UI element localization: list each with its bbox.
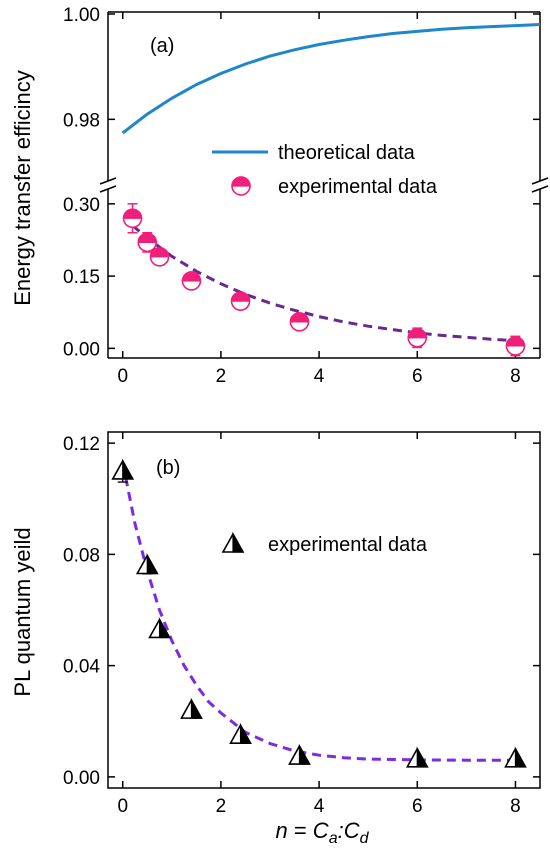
panel-a-x-tick-label: 0 — [117, 366, 128, 387]
panel-a-theoretical-line — [121, 23, 541, 135]
panel-a-legend-marker-swatch — [231, 176, 251, 196]
panel-a-data-point — [149, 247, 170, 267]
marker-fill — [122, 208, 143, 219]
panel-a: 0 2 4 6 8 0.98 1.00 0.00 0.15 0.30 Energy transfer… — [10, 5, 549, 387]
panel-b-data-point — [229, 722, 252, 744]
marker-fill — [232, 531, 245, 553]
panel-b-x-axis-title: n = Ca:Cd — [275, 818, 369, 847]
marker-fill — [137, 232, 157, 243]
panel-a-y-tick-label: 0.30 — [63, 195, 100, 216]
panel-b: 0 2 4 6 8 0.00 0.04 0.08 0.12 PL quantum yeild n =… — [10, 431, 541, 847]
marker-fill — [239, 722, 252, 744]
marker-fill — [298, 743, 311, 765]
panel-b-label: (b) — [156, 457, 180, 479]
panel-b-data-point — [180, 697, 203, 719]
marker-fill — [181, 271, 202, 282]
marker-fill — [231, 176, 251, 187]
panel-a-data-point — [122, 208, 143, 229]
panel-a-y-tick-label: 1.00 — [63, 5, 100, 26]
marker-fill — [122, 458, 134, 480]
x-title-ca-sub: a — [329, 830, 338, 847]
panel-b-y-tick-label: 0.12 — [63, 434, 100, 455]
panel-b-data-point — [405, 746, 429, 768]
panel-a-x-tick-label: 6 — [412, 366, 423, 387]
panel-a-y-tick-label: 0.98 — [63, 110, 100, 131]
x-title-cd-sub: d — [360, 830, 370, 847]
x-title-colon: : — [338, 818, 344, 843]
panel-a-y-tick-label: 0.15 — [63, 267, 100, 288]
panel-b-frame — [107, 431, 541, 789]
panel-a-break-mark-left-1 — [99, 185, 117, 193]
x-title-n: n — [275, 818, 287, 843]
panel-a-data-point — [289, 312, 310, 332]
panel-a-y-axis-title: Energy transfer efficincy — [10, 70, 35, 306]
panel-b-y-axis-title: PL quantum yeild — [10, 527, 35, 696]
panel-a-break-mark-right-0 — [531, 177, 549, 185]
panel-b-y-tick-label: 0.08 — [63, 545, 100, 566]
x-title-ca: C — [313, 818, 329, 843]
panel-b-x-tick-label: 0 — [117, 796, 128, 817]
panel-a-x-tick-label: 8 — [510, 366, 521, 387]
panel-a-x-tick-label: 4 — [314, 366, 325, 387]
panel-a-x-tick-label: 2 — [216, 366, 227, 387]
marker-fill — [146, 553, 159, 575]
panel-b-x-tick-label: 2 — [216, 796, 227, 817]
marker-fill — [407, 328, 427, 339]
panel-b-y-tick-label: 0.04 — [63, 657, 100, 678]
panel-a-label: (a) — [150, 35, 174, 57]
panel-b-data-point — [504, 746, 527, 768]
marker-fill — [289, 312, 310, 323]
marker-fill — [230, 291, 251, 302]
panel-a-data-point — [230, 291, 251, 311]
marker-fill — [416, 746, 429, 768]
panel-a-data-point — [181, 271, 202, 291]
panel-b-data-point — [288, 743, 311, 765]
panel-b-x-tick-label: 6 — [412, 796, 423, 817]
panel-b-x-tick-label: 8 — [510, 796, 521, 817]
x-title-eq: = — [288, 818, 313, 843]
panel-b-data-point — [111, 458, 135, 480]
panel-b-fit-line — [121, 462, 516, 762]
panel-b-y-tick-label: 0.00 — [63, 768, 100, 789]
marker-fill — [158, 617, 171, 639]
panel-a-legend-label-experimental: experimental data — [278, 176, 438, 198]
marker-fill — [505, 336, 526, 347]
panel-a-data-point — [407, 327, 428, 348]
panel-b-legend-label: experimental data — [268, 534, 428, 556]
marker-fill — [514, 746, 527, 768]
x-title-cd: C — [344, 818, 360, 843]
panel-a-y-tick-label: 0.00 — [63, 339, 100, 360]
panel-a-data-point — [505, 336, 526, 356]
panel-a-data-point — [137, 232, 158, 253]
marker-fill — [149, 247, 170, 258]
panel-b-data-point — [135, 553, 159, 575]
panel-a-legend-label-theoretical: theoretical data — [278, 142, 416, 164]
panel-b-x-tick-label: 4 — [314, 796, 325, 817]
panel-b-data-point — [148, 617, 171, 639]
panel-a-break-mark-right-1 — [531, 185, 549, 193]
panel-b-legend-marker-swatch — [221, 531, 245, 553]
panel-a-break-mark-left-0 — [99, 177, 117, 185]
marker-fill — [190, 697, 203, 719]
